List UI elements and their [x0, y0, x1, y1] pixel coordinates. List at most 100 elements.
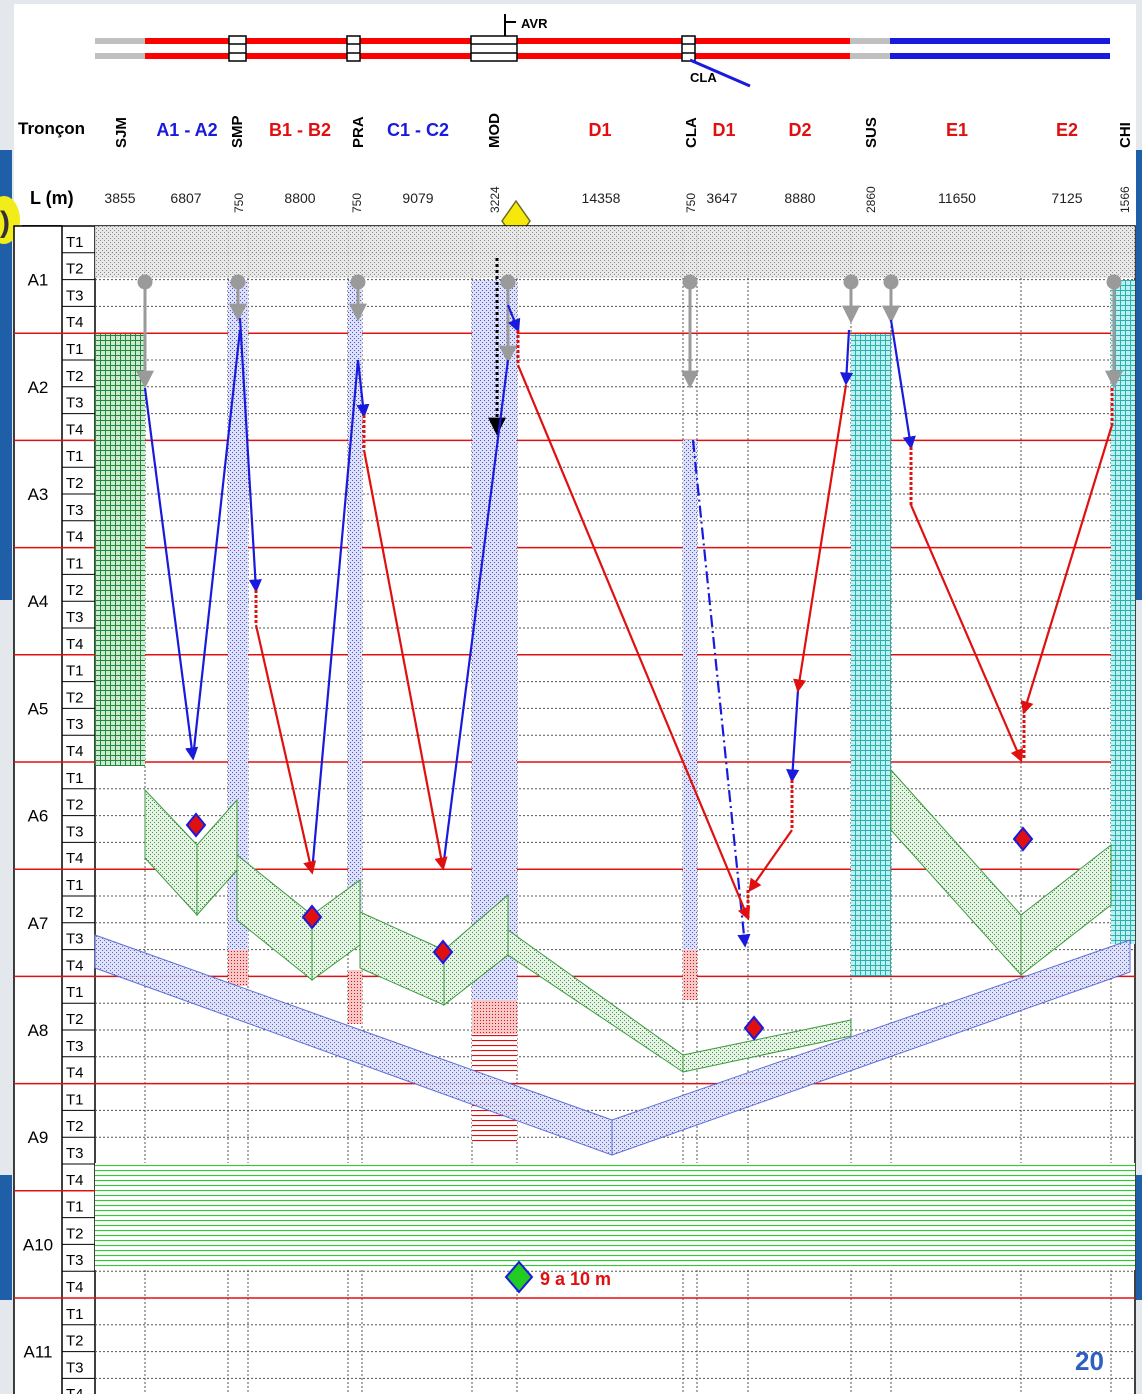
cla-branch — [689, 58, 751, 88]
section-length-13: 7125 — [1051, 190, 1082, 206]
blue-arrow-sus-left — [840, 329, 854, 386]
section-length-10: 8880 — [784, 190, 815, 206]
blue-arrow-sus-right — [889, 319, 916, 450]
quarter-label: T1 — [66, 663, 84, 680]
blue-band-right — [611, 939, 1131, 1156]
section-length-11: 2860 — [864, 186, 878, 213]
section-header-4: PRA — [350, 116, 367, 148]
section-header-11: SUS — [863, 117, 880, 148]
quarter-label: T2 — [66, 368, 84, 385]
quarter-label: T2 — [66, 1333, 84, 1350]
final-milestone-diamond — [504, 1260, 534, 1294]
quarter-label: T4 — [66, 529, 84, 546]
quarter-label: T4 — [66, 1172, 84, 1189]
blue-dashdot-arrow-cla — [691, 439, 751, 948]
track-schematic: AVR CLA — [95, 14, 1110, 88]
red-arrow-d2 — [793, 384, 848, 693]
section-length-2: 750 — [232, 193, 246, 213]
quarter-label: T3 — [66, 1359, 84, 1376]
year-label-A1: A1 — [28, 271, 49, 290]
year-label-A9: A9 — [28, 1128, 49, 1147]
quarter-label: T1 — [66, 984, 84, 1001]
station-mod-symbol — [470, 35, 518, 62]
zone-cla-finish — [683, 950, 697, 1000]
final-annotation: 9 a 10 m — [540, 1269, 611, 1289]
blue-arrow-c-up — [441, 359, 510, 869]
red-arrow-d1 — [516, 364, 751, 921]
quarter-label: T2 — [66, 475, 84, 492]
zone-mod-hatch-1 — [472, 1034, 517, 1074]
station-cla-symbol — [681, 35, 696, 62]
section-length-4: 750 — [350, 193, 364, 213]
year-label-A7: A7 — [28, 914, 49, 933]
zone-sjm-station — [95, 334, 145, 766]
green-bands — [144, 768, 1112, 1073]
quarter-label: T4 — [66, 421, 84, 438]
quarter-label: T3 — [66, 1038, 84, 1055]
zone-smp-finish — [228, 950, 248, 986]
quarter-label: T2 — [66, 261, 84, 278]
quarter-label: T2 — [66, 904, 84, 921]
zone-mod-station — [472, 280, 517, 1000]
blue-arrow-a1a2-up — [191, 329, 242, 759]
blue-arrow-a1a2-down — [143, 387, 199, 761]
station-pra-symbol — [346, 35, 361, 62]
quarter-label: T1 — [66, 555, 84, 572]
quarter-label: T3 — [66, 502, 84, 519]
cla-label: CLA — [690, 70, 717, 85]
zone-smp-station — [228, 280, 248, 950]
quarter-label: T2 — [66, 689, 84, 706]
track-label: Tronçon — [18, 119, 85, 138]
zone-chi-station — [1111, 280, 1135, 944]
section-header-12: E1 — [946, 120, 968, 140]
section-header-10: D2 — [788, 120, 811, 140]
quarter-label: T1 — [66, 770, 84, 787]
quarter-label: T1 — [66, 1199, 84, 1216]
section-header-8: CLA — [683, 117, 700, 148]
quarter-label: T2 — [66, 797, 84, 814]
milestone-d — [743, 1015, 765, 1041]
quarter-label: T1 — [66, 877, 84, 894]
quarter-label: T2 — [66, 1225, 84, 1242]
quarter-label: T1 — [66, 1091, 84, 1108]
section-headers: SJM A1 - A2 SMP B1 - B2 PRA C1 - C2 MOD D1 CLA D1… — [113, 113, 1134, 148]
quarter-label: T4 — [66, 743, 84, 760]
blue-band — [94, 934, 1131, 1156]
milestone-a1a2 — [185, 812, 207, 838]
section-length-7: 14358 — [582, 190, 621, 206]
quarter-label: T1 — [66, 341, 84, 358]
year-label-A11: A11 — [24, 1343, 53, 1362]
section-length-5: 9079 — [402, 190, 433, 206]
section-header-1: A1 - A2 — [156, 120, 217, 140]
red-arrow-e2 — [1020, 424, 1114, 715]
quarter-label: T4 — [66, 314, 84, 331]
section-header-0: SJM — [113, 117, 130, 148]
year-label-A4: A4 — [28, 592, 49, 611]
quarter-label: T3 — [66, 931, 84, 948]
quarter-label: T4 — [66, 1065, 84, 1082]
blue-arrow-smp — [238, 317, 262, 593]
blue-arrow-mod — [506, 304, 521, 333]
quarter-label: T1 — [66, 1306, 84, 1323]
section-header-5: C1 - C2 — [387, 120, 449, 140]
track-blue-top — [890, 38, 1110, 44]
year-label-A5: A5 — [28, 699, 49, 718]
section-length-0: 3855 — [104, 190, 135, 206]
year-label-A8: A8 — [28, 1021, 49, 1040]
zone-cla-station — [683, 440, 697, 950]
milestone-c1c2 — [432, 939, 454, 965]
length-label: L (m) — [30, 188, 74, 208]
section-lengths: 3855 6807 750 8800 750 9079 3224 14358 750 3647 88… — [104, 186, 1132, 213]
zone-mod-finish — [472, 1000, 517, 1034]
section-header-9: D1 — [712, 120, 735, 140]
section-length-1: 6807 — [170, 190, 201, 206]
section-length-8: 750 — [684, 193, 698, 213]
left-edge-band — [0, 150, 12, 600]
year-label-A3: A3 — [28, 485, 49, 504]
quarter-label: T3 — [66, 609, 84, 626]
section-length-6: 3224 — [488, 186, 502, 213]
quarter-label: T4 — [66, 957, 84, 974]
section-header-2: SMP — [229, 115, 246, 148]
